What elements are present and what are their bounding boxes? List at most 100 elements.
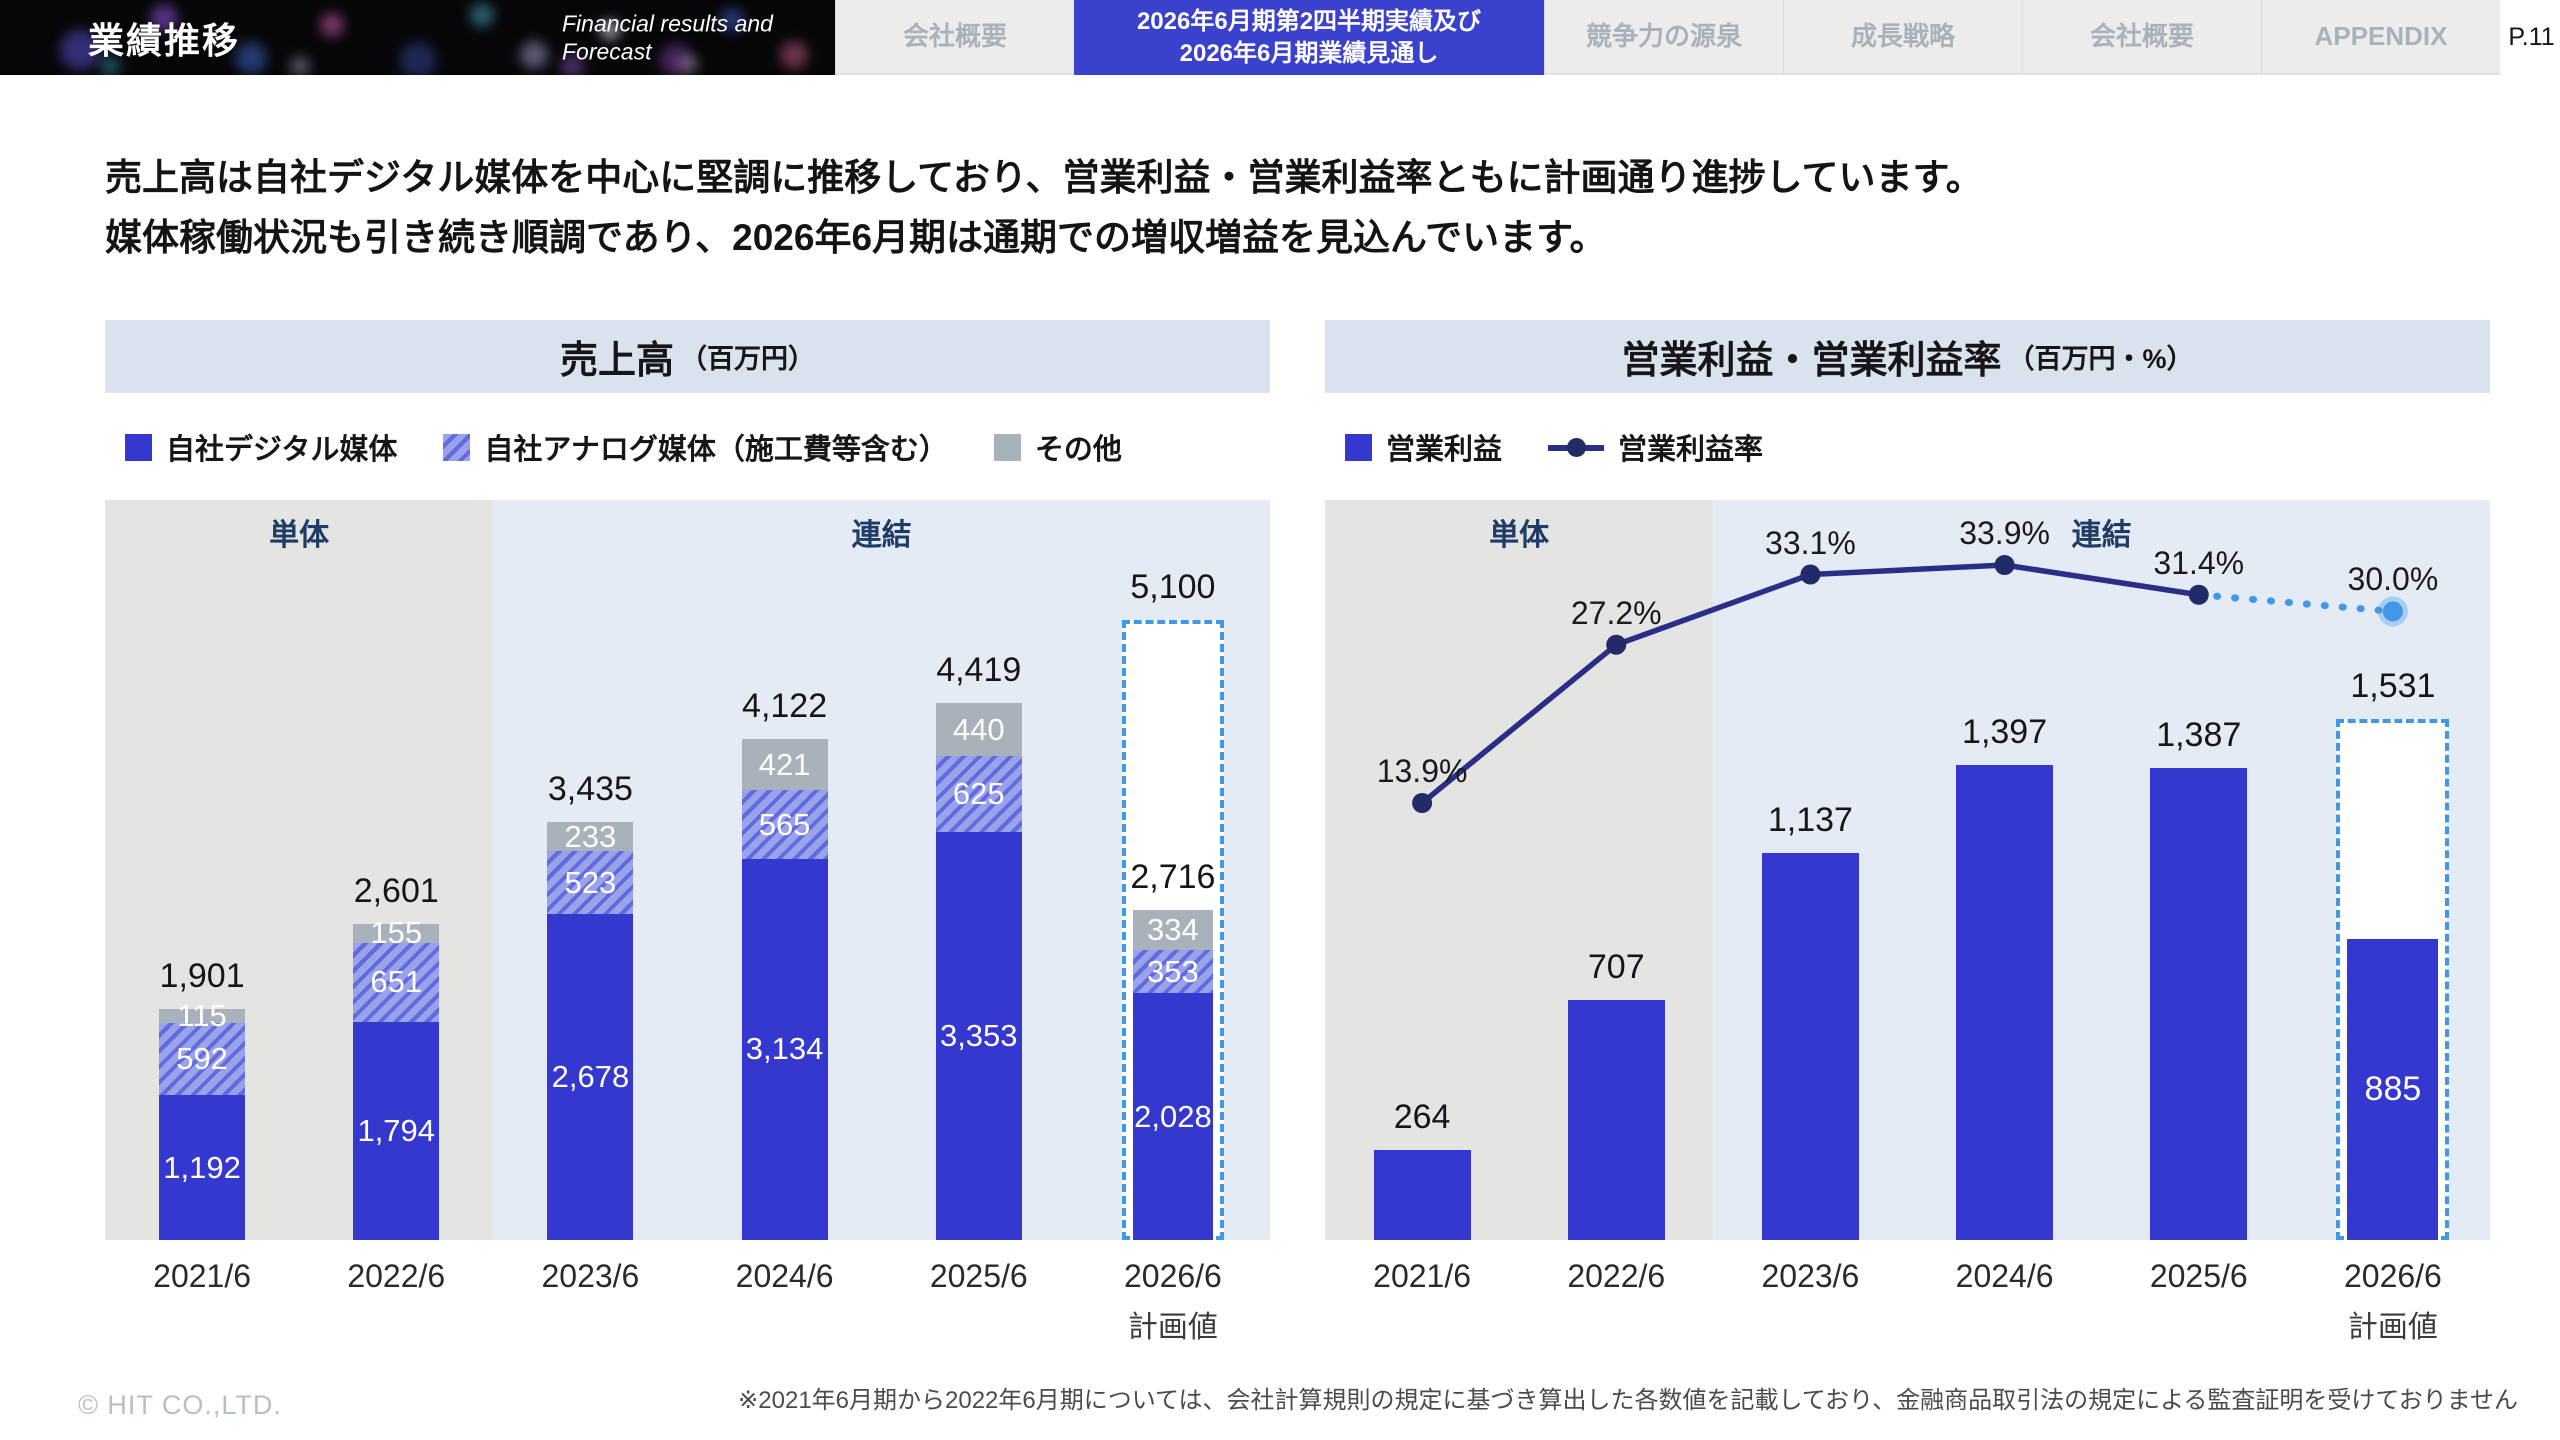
bokeh-dot xyxy=(400,42,436,75)
tab-1[interactable]: 2026年6月期第2四半期実績及び 2026年6月期業績見通し xyxy=(1074,0,1544,75)
zone-label: 単体 xyxy=(1489,519,1550,552)
bokeh-dot xyxy=(680,55,698,73)
axis-label: 2023/6 xyxy=(541,1258,640,1294)
interim-total-label: 2,716 xyxy=(1130,857,1216,896)
profit-panel: 営業利益・営業利益率 （百万円・%） 営業利益 営業利益率 単体 連結 2021/6… xyxy=(1325,320,2490,1360)
tab-3[interactable]: 成長戦略 xyxy=(1783,0,2022,75)
bar xyxy=(1761,853,1859,1240)
bar xyxy=(1567,999,1665,1240)
revenue-unit: （百万円） xyxy=(680,344,815,374)
legend-label: 営業利益 xyxy=(1386,434,1503,466)
bokeh-dot xyxy=(470,3,494,27)
legend-item-profit: 営業利益 xyxy=(1345,426,1502,468)
axis-label: 2022/6 xyxy=(347,1258,446,1294)
tab-0[interactable]: 会社概要 xyxy=(835,0,1074,75)
bokeh-dot xyxy=(660,44,692,75)
bar-segment: 421 xyxy=(741,739,828,791)
bar-segment: 2,028 xyxy=(1132,993,1213,1240)
headline: 売上高は自社デジタル媒体を中心に堅調に推移しており、営業利益・営業利益率ともに計… xyxy=(105,148,2485,268)
bar-segment: 1,794 xyxy=(353,1021,440,1240)
bar-segment: 233 xyxy=(547,819,634,854)
bar-segment: 3,353 xyxy=(935,832,1022,1240)
axis-label: 2021/6 xyxy=(1373,1258,1472,1294)
bokeh-dot xyxy=(290,56,310,75)
profit-legend: 営業利益 営業利益率 xyxy=(1345,423,1763,471)
bar-segment: 2,678 xyxy=(547,914,634,1240)
margin-value-label: 33.9% xyxy=(1959,515,2050,551)
digital-swatch-icon xyxy=(125,433,152,461)
bar xyxy=(2150,768,2248,1240)
bar-value-label: 1,387 xyxy=(2156,716,2242,755)
bar-segment: 625 xyxy=(935,756,1022,833)
total-label: 3,435 xyxy=(547,770,633,809)
analog-swatch-icon xyxy=(443,433,471,461)
tab-4[interactable]: 会社概要 xyxy=(2022,0,2261,75)
revenue-legend: 自社デジタル媒体 自社アナログ媒体（施工費等含む） その他 xyxy=(125,423,1122,471)
axis-label: 2026/6 xyxy=(1123,1258,1222,1294)
tab-2[interactable]: 競争力の源泉 xyxy=(1544,0,1783,75)
other-swatch-icon xyxy=(993,433,1021,461)
bar-segment: 155 xyxy=(353,915,440,950)
tab-5[interactable]: APPENDIX xyxy=(2261,0,2500,75)
axis-label: 2023/6 xyxy=(1761,1258,1860,1294)
legend-item-margin: 営業利益率 xyxy=(1548,426,1763,468)
bar xyxy=(1373,1150,1471,1240)
bar-segment: 1,192 xyxy=(159,1095,246,1240)
bar xyxy=(1956,765,2054,1240)
bar-segment: 440 xyxy=(935,702,1022,757)
margin-value-label: 30.0% xyxy=(2347,561,2439,598)
bar-segment: 565 xyxy=(741,790,828,859)
zone-label: 連結 xyxy=(851,519,912,552)
nav-tabs: 会社概要 2026年6月期第2四半期実績及び 2026年6月期業績見通し 競争力の源… xyxy=(835,0,2500,75)
bar-value-label: 1,137 xyxy=(1767,801,1853,840)
bokeh-dot xyxy=(150,4,178,32)
bokeh-dot xyxy=(60,30,100,70)
total-label: 2,601 xyxy=(353,871,439,910)
axis-label: 2025/6 xyxy=(2149,1258,2248,1294)
headline-line2: 媒体稼働状況も引き続き順調であり、2026年6月期は通期での増収増益を見込んでい… xyxy=(105,216,1607,258)
margin-value-label: 31.4% xyxy=(2153,544,2245,581)
axis-label: 2024/6 xyxy=(1955,1258,2054,1294)
profit-swatch-icon xyxy=(1345,433,1372,461)
bar-segment: 651 xyxy=(353,942,440,1022)
axis-label: 2025/6 xyxy=(929,1258,1028,1294)
bar-segment: 353 xyxy=(1132,950,1213,994)
legend-item-digital: 自社デジタル媒体 xyxy=(125,426,397,468)
plan-total-label: 1,531 xyxy=(2350,667,2436,706)
bar-value-label: 707 xyxy=(1587,947,1645,986)
page-title: 業績推移 xyxy=(88,19,241,61)
revenue-chart: 単体 連結 2021/6 2022/6 2023/6 2024/6 2025/6 2026/6… xyxy=(105,500,1270,1344)
axis-note: 計画値 xyxy=(2347,1311,2438,1344)
bokeh-dot xyxy=(720,8,744,32)
footnote: ※2021年6月期から2022年6月期については、会社計算規則の規定に基づき算出… xyxy=(738,1387,2518,1414)
axis-note: 計画値 xyxy=(1127,1311,1218,1344)
bokeh-dot xyxy=(600,20,620,40)
axis-label: 2024/6 xyxy=(735,1258,834,1294)
bokeh-dot xyxy=(235,42,267,74)
margin-value-label: 33.1% xyxy=(1765,524,1856,561)
axis-label: 2022/6 xyxy=(1567,1258,1666,1294)
bar-segment: 885 xyxy=(2347,939,2439,1240)
copyright: © HIT CO.,LTD. xyxy=(78,1390,282,1420)
page-subtitle: Financial results and Forecast xyxy=(562,9,773,65)
headline-line1: 売上高は自社デジタル媒体を中心に堅調に推移しており、営業利益・営業利益率ともに計… xyxy=(105,157,1983,198)
axis-label: 2026/6 xyxy=(2343,1258,2442,1294)
bar-value-label: 1,397 xyxy=(1962,713,2048,752)
revenue-title-band: 売上高 （百万円） xyxy=(105,320,1270,393)
total-label: 4,419 xyxy=(936,650,1022,689)
bar-segment: 592 xyxy=(159,1023,246,1096)
legend-label: 自社アナログ媒体（施工費等含む） xyxy=(484,434,948,466)
bokeh-dot xyxy=(520,41,548,69)
bokeh-dot xyxy=(780,41,808,69)
profit-chart: 単体 連結 2021/6 2022/6 2023/6 2024/6 2025/6 2026/6… xyxy=(1325,500,2490,1344)
bar-value-label: 264 xyxy=(1393,1098,1451,1137)
page-number: P.11 xyxy=(2500,0,2560,75)
bar-segment: 334 xyxy=(1132,909,1213,951)
profit-title: 営業利益・営業利益率 xyxy=(1621,340,2002,382)
revenue-title: 売上高 xyxy=(559,340,674,382)
total-label: 4,122 xyxy=(742,687,828,725)
legend-item-other: その他 xyxy=(993,426,1122,468)
legend-item-analog: 自社アナログ媒体（施工費等含む） xyxy=(443,426,948,468)
legend-label: その他 xyxy=(1034,434,1122,466)
